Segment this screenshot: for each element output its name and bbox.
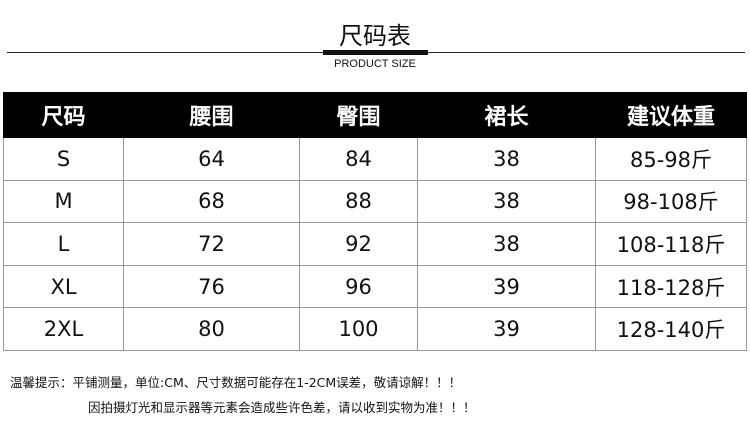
table-cell: 84 [299,137,418,181]
table-cell: 80 [123,307,300,351]
header-cell: 尺码 [3,92,124,138]
header-cell: 腰围 [123,92,300,138]
note-line: 因拍摄灯光和显示器等元素会造成些许色差，请以收到实物为准！！！ [88,400,476,415]
table-cell: M [3,179,124,224]
table-cell: 38 [417,222,596,266]
table-row: S 64 84 38 85-98斤 [3,137,747,181]
table-cell: 92 [299,222,418,266]
table-cell: 38 [417,137,596,181]
table-row: L 72 92 38 108-118斤 [3,222,747,266]
table-cell: 2XL [3,307,124,351]
page-title: 尺码表 [339,22,411,50]
table-cell: 68 [123,179,300,224]
table-cell: 72 [123,222,300,266]
table-row: M 68 88 38 98-108斤 [3,179,747,224]
subtitle: PRODUCT SIZE [334,58,416,70]
table-cell: 98-108斤 [595,179,747,224]
table-cell: 39 [417,264,596,309]
table-row: 2XL 80 100 39 128-140斤 [3,307,747,351]
table-cell: 64 [123,137,300,181]
title-underline [323,50,428,55]
table-cell: 85-98斤 [595,137,747,181]
header-cell: 裙长 [417,92,596,138]
size-table: 尺码 腰围 臀围 裙长 建议体重 S 64 84 38 85-98斤 M 68 88 38 98-… [3,92,747,351]
table-cell: 100 [299,307,418,351]
table-cell: 88 [299,179,418,224]
table-cell: 108-118斤 [595,222,747,266]
table-header: 尺码 腰围 臀围 裙长 建议体重 [3,92,747,138]
table-cell: 118-128斤 [595,264,747,309]
header-cell: 臀围 [299,92,418,138]
table-cell: 38 [417,179,596,224]
table-row: XL 76 96 39 118-128斤 [3,264,747,309]
table-cell: S [3,137,124,181]
table-cell: 76 [123,264,300,309]
table-cell: 128-140斤 [595,307,747,351]
table-cell: 96 [299,264,418,309]
note-line: 温馨提示：平铺测量，单位:CM、尺寸数据可能存在1-2CM误差，敬请谅解！！！ [10,375,462,390]
table-cell: L [3,222,124,266]
table-cell: 39 [417,307,596,351]
header-cell: 建议体重 [595,92,747,138]
table-cell: XL [3,264,124,309]
